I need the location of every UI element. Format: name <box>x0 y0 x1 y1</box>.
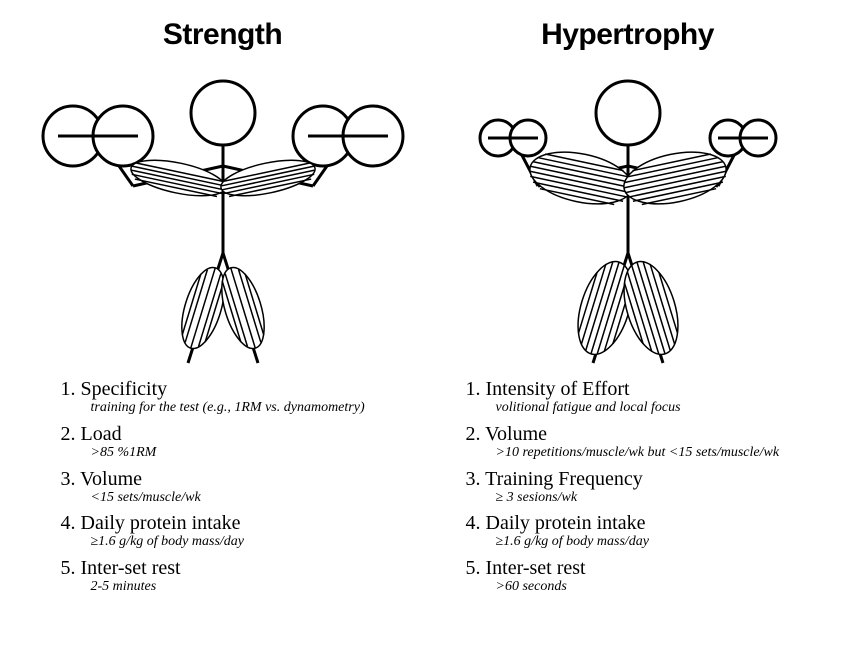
item-sub: >60 seconds <box>466 579 808 596</box>
item-sub: training for the test (e.g., 1RM vs. dyn… <box>61 400 403 417</box>
list-item: 4. Daily protein intake ≥1.6 g/kg of bod… <box>466 512 808 551</box>
list-item: 2. Volume >10 repetitions/muscle/wk but … <box>466 423 808 462</box>
hypertrophy-title: Hypertrophy <box>541 18 714 52</box>
item-sub: <15 sets/muscle/wk <box>61 490 403 507</box>
item-main: 2. Volume <box>466 423 808 445</box>
list-item: 5. Inter-set rest 2-5 minutes <box>61 557 403 596</box>
hypertrophy-list: 1. Intensity of Effort volitional fatigu… <box>448 378 808 602</box>
item-sub: >10 repetitions/muscle/wk but <15 sets/m… <box>466 445 808 462</box>
list-item: 5. Inter-set rest >60 seconds <box>466 557 808 596</box>
list-item: 3. Volume <15 sets/muscle/wk <box>61 468 403 507</box>
hypertrophy-figure <box>443 58 813 378</box>
item-main: 3. Volume <box>61 468 403 490</box>
item-main: 2. Load <box>61 423 403 445</box>
list-item: 3. Training Frequency ≥ 3 sesions/wk <box>466 468 808 507</box>
item-sub: >85 %1RM <box>61 445 403 462</box>
item-main: 1. Intensity of Effort <box>466 378 808 400</box>
strength-title: Strength <box>163 18 282 52</box>
item-main: 5. Inter-set rest <box>466 557 808 579</box>
strength-figure <box>38 58 408 378</box>
item-sub: ≥1.6 g/kg of body mass/day <box>466 534 808 551</box>
strength-list: 1. Specificity training for the test (e.… <box>43 378 403 602</box>
item-sub: ≥ 3 sesions/wk <box>466 490 808 507</box>
item-main: 4. Daily protein intake <box>61 512 403 534</box>
item-sub: ≥1.6 g/kg of body mass/day <box>61 534 403 551</box>
infographic-container: Strength <box>0 0 850 667</box>
list-item: 4. Daily protein intake ≥1.6 g/kg of bod… <box>61 512 403 551</box>
list-item: 1. Intensity of Effort volitional fatigu… <box>466 378 808 417</box>
hypertrophy-svg <box>443 58 813 378</box>
item-sub: 2-5 minutes <box>61 579 403 596</box>
list-item: 1. Specificity training for the test (e.… <box>61 378 403 417</box>
strength-svg <box>38 58 408 378</box>
item-main: 4. Daily protein intake <box>466 512 808 534</box>
list-item: 2. Load >85 %1RM <box>61 423 403 462</box>
hypertrophy-panel: Hypertrophy <box>425 0 850 667</box>
item-main: 3. Training Frequency <box>466 468 808 490</box>
strength-panel: Strength <box>0 0 425 667</box>
item-main: 5. Inter-set rest <box>61 557 403 579</box>
item-main: 1. Specificity <box>61 378 403 400</box>
item-sub: volitional fatigue and local focus <box>466 400 808 417</box>
